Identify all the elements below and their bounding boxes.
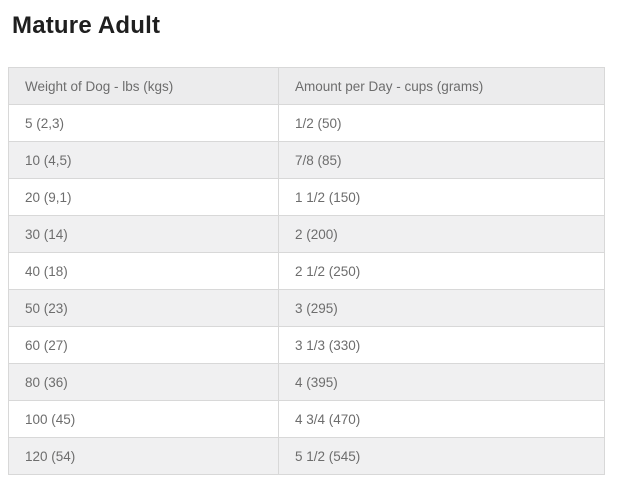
- amount-cell: 2 1/2 (250): [278, 252, 605, 290]
- amount-cell: 5 1/2 (545): [278, 437, 605, 475]
- page-title: Mature Adult: [12, 12, 161, 39]
- table-row: 40 (18) 2 1/2 (250): [8, 252, 605, 290]
- weight-cell: 120 (54): [8, 437, 279, 475]
- table-row: 80 (36) 4 (395): [8, 363, 605, 401]
- weight-cell: 80 (36): [8, 363, 279, 401]
- feeding-guide-table: Weight of Dog - lbs (kgs) Amount per Day…: [8, 67, 605, 475]
- table-header-row: Weight of Dog - lbs (kgs) Amount per Day…: [8, 67, 605, 105]
- table-row: 50 (23) 3 (295): [8, 289, 605, 327]
- table-row: 120 (54) 5 1/2 (545): [8, 437, 605, 475]
- table-row: 10 (4,5) 7/8 (85): [8, 141, 605, 179]
- weight-cell: 20 (9,1): [8, 178, 279, 216]
- weight-cell: 60 (27): [8, 326, 279, 364]
- amount-cell: 7/8 (85): [278, 141, 605, 179]
- amount-cell: 3 (295): [278, 289, 605, 327]
- weight-cell: 5 (2,3): [8, 104, 279, 142]
- table-body: 5 (2,3) 1/2 (50) 10 (4,5) 7/8 (85) 20 (9,1) 1…: [8, 104, 605, 475]
- amount-cell: 3 1/3 (330): [278, 326, 605, 364]
- weight-cell: 10 (4,5): [8, 141, 279, 179]
- column-header-weight: Weight of Dog - lbs (kgs): [8, 67, 279, 105]
- table-row: 5 (2,3) 1/2 (50): [8, 104, 605, 142]
- weight-cell: 30 (14): [8, 215, 279, 253]
- table-header: Weight of Dog - lbs (kgs) Amount per Day…: [8, 67, 605, 105]
- weight-cell: 40 (18): [8, 252, 279, 290]
- amount-cell: 1/2 (50): [278, 104, 605, 142]
- table-row: 20 (9,1) 1 1/2 (150): [8, 178, 605, 216]
- table-row: 30 (14) 2 (200): [8, 215, 605, 253]
- table-row: 60 (27) 3 1/3 (330): [8, 326, 605, 364]
- table-row: 100 (45) 4 3/4 (470): [8, 400, 605, 438]
- amount-cell: 4 (395): [278, 363, 605, 401]
- amount-cell: 2 (200): [278, 215, 605, 253]
- weight-cell: 50 (23): [8, 289, 279, 327]
- weight-cell: 100 (45): [8, 400, 279, 438]
- amount-cell: 4 3/4 (470): [278, 400, 605, 438]
- column-header-amount: Amount per Day - cups (grams): [278, 67, 605, 105]
- amount-cell: 1 1/2 (150): [278, 178, 605, 216]
- page: Mature Adult Weight of Dog - lbs (kgs) A…: [8, 12, 605, 475]
